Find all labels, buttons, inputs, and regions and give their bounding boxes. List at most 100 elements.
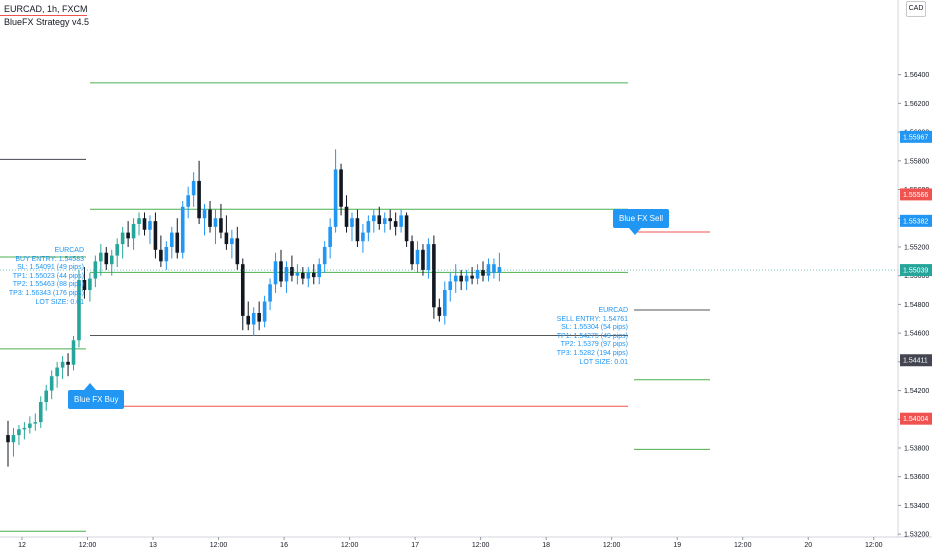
candle-body bbox=[93, 261, 98, 279]
candle-body bbox=[322, 246, 327, 265]
candle-body bbox=[49, 376, 54, 391]
time-tick-label: 17 bbox=[411, 542, 419, 549]
candle-body bbox=[399, 215, 403, 227]
time-tick-label: 12:00 bbox=[210, 542, 228, 549]
candle-body bbox=[77, 279, 81, 341]
candle-body bbox=[382, 218, 387, 224]
price-badge bbox=[900, 264, 932, 277]
candle-body bbox=[366, 221, 371, 233]
candle-body bbox=[33, 422, 38, 424]
candle-body bbox=[246, 315, 251, 325]
candle-body bbox=[415, 249, 420, 265]
candle-body bbox=[88, 278, 92, 291]
candle-body bbox=[421, 249, 425, 270]
time-tick-label: 13 bbox=[149, 542, 157, 549]
study-title[interactable]: BlueFX Strategy v4.5 bbox=[4, 17, 90, 27]
sell-info-block: EURCAD SELL ENTRY: 1.54761 SL: 1.55304 (… bbox=[557, 307, 628, 367]
sell-info-line: LOT SIZE: 0.01 bbox=[579, 358, 628, 366]
price-badge bbox=[900, 130, 932, 143]
candle-body bbox=[464, 275, 469, 282]
buy-info-block: EURCAD BUY ENTRY: 1.54583 SL: 1.54091 (4… bbox=[9, 247, 84, 307]
time-tick-label: 12:00 bbox=[79, 542, 97, 549]
candle-body bbox=[393, 221, 398, 227]
candle-body bbox=[208, 209, 212, 227]
currency-badge[interactable]: CAD bbox=[906, 1, 926, 17]
candle-body bbox=[262, 301, 267, 322]
candle-body bbox=[120, 232, 125, 245]
time-tick-label: 12:00 bbox=[734, 542, 752, 549]
buy-info-line: TP3: 1.56343 (176 pips) bbox=[8, 289, 84, 297]
price-badge bbox=[900, 188, 932, 201]
buy-info-line: EURCAD bbox=[54, 247, 84, 254]
candle-body bbox=[115, 244, 119, 256]
candle-body bbox=[279, 261, 283, 282]
price-tick-label: 1.53400 bbox=[904, 503, 929, 510]
candle-body bbox=[453, 275, 458, 282]
candle-body bbox=[202, 209, 207, 219]
candle-body bbox=[497, 267, 502, 273]
sell-info-line: TP3: 1.5282 (194 pips) bbox=[556, 349, 628, 357]
candle-body bbox=[388, 218, 392, 222]
price-badge bbox=[900, 214, 932, 227]
candle-body bbox=[443, 290, 447, 316]
sell-signal-tag[interactable]: Blue FX Sell bbox=[613, 209, 670, 235]
price-badge-label: 1.54411 bbox=[903, 358, 928, 365]
buy-signal-tag[interactable]: Blue FX Buy bbox=[68, 383, 125, 409]
buy-info-line: LOT SIZE: 0.01 bbox=[35, 298, 84, 306]
candle-body bbox=[317, 264, 322, 278]
level-lines bbox=[0, 82, 710, 532]
price-badge-label: 1.54004 bbox=[903, 416, 928, 423]
candle-body bbox=[437, 307, 442, 316]
candle-body bbox=[109, 255, 114, 265]
time-tick-label: 18 bbox=[542, 542, 550, 549]
sell-info-line: TP2: 1.5379 (97 pips) bbox=[560, 341, 628, 349]
candle-body bbox=[148, 221, 152, 230]
candle-body bbox=[104, 252, 109, 265]
candle-body bbox=[481, 269, 485, 276]
candle-body bbox=[99, 252, 103, 262]
buy-info-line: TP1: 1.55023 (44 pips) bbox=[12, 272, 84, 280]
price-tick-label: 1.55000 bbox=[904, 273, 929, 280]
time-tick-label: 12:00 bbox=[341, 542, 359, 549]
candle-body bbox=[306, 272, 311, 279]
candle-body bbox=[191, 180, 196, 196]
candle-body bbox=[126, 232, 130, 239]
candle-body bbox=[66, 361, 70, 365]
candle-body bbox=[301, 272, 305, 279]
candle-body bbox=[273, 261, 278, 285]
candle-body bbox=[213, 218, 218, 227]
price-tick-label: 1.53800 bbox=[904, 445, 929, 452]
candle-body bbox=[186, 195, 190, 207]
candle-body bbox=[448, 281, 453, 291]
price-badge-label: 1.55967 bbox=[903, 134, 928, 141]
candle-body bbox=[153, 221, 158, 250]
candle-body bbox=[377, 215, 382, 224]
price-tick-label: 1.53200 bbox=[904, 532, 929, 539]
candle-body bbox=[257, 313, 261, 322]
price-tick-label: 1.54600 bbox=[904, 331, 929, 338]
candle-body bbox=[131, 223, 136, 239]
price-badge bbox=[900, 412, 932, 425]
candles bbox=[6, 149, 502, 467]
candle-body bbox=[311, 272, 316, 278]
candle-body bbox=[60, 361, 65, 368]
time-tick-label: 16 bbox=[280, 542, 288, 549]
price-badges: 1.55967 1.55566 1.55382 1.55039 1.54411 1.540… bbox=[900, 130, 932, 425]
candle-body bbox=[230, 238, 234, 245]
candle-body bbox=[361, 232, 365, 242]
candle-body bbox=[142, 218, 147, 230]
time-tick-label: 12:00 bbox=[865, 542, 883, 549]
candle-body bbox=[470, 275, 474, 279]
candle-body bbox=[164, 246, 169, 262]
candle-body bbox=[6, 435, 10, 443]
symbol-title[interactable]: EURCAD, 1h, FXCM bbox=[4, 4, 88, 14]
candle-body bbox=[38, 402, 43, 423]
buy-info-line: BUY ENTRY: 1.54583 bbox=[15, 255, 84, 263]
price-tick-label: 1.54800 bbox=[904, 302, 929, 309]
price-tick-label: 1.55800 bbox=[904, 158, 929, 165]
candle-body bbox=[219, 218, 223, 233]
time-axis[interactable]: 12 12:00 13 12:00 16 12:00 17 12:00 18 12:00 19 12:… bbox=[0, 536, 932, 549]
candle-body bbox=[251, 313, 256, 325]
time-tick-label: 19 bbox=[673, 542, 681, 549]
